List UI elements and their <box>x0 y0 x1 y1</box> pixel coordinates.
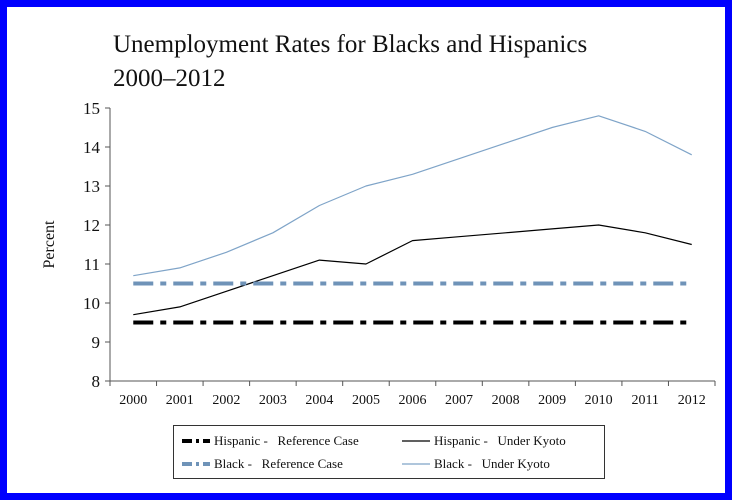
x-tick-label: 2008 <box>492 393 520 408</box>
x-tick-label: 2009 <box>538 393 566 408</box>
legend-swatch <box>402 463 430 465</box>
legend-swatch <box>182 439 210 443</box>
x-tick-label: 2011 <box>631 393 658 408</box>
legend-label: Hispanic - Under Kyoto <box>434 433 566 448</box>
chart-legend: Hispanic - Reference Case Hispanic - Unde… <box>173 425 605 479</box>
y-tick-label: 15 <box>83 99 100 118</box>
chart-subtitle: 2000–2012 <box>113 65 226 92</box>
legend-swatch <box>402 440 430 442</box>
y-tick-label: 10 <box>83 294 100 313</box>
series-line-3 <box>133 115 693 277</box>
x-tick-label: 2005 <box>352 393 380 408</box>
x-tick-label: 2012 <box>678 393 706 408</box>
line-chart: 8 9 10 11 12 13 14 15 2000 2001 2002 2003 2004 2005 20… <box>41 99 716 408</box>
y-tick-label: 11 <box>84 255 100 274</box>
x-tick-label: 2010 <box>585 393 613 408</box>
x-tick-label: 2004 <box>305 393 333 408</box>
legend-item: Black - Reference Case <box>182 456 343 472</box>
legend-item: Black - Under Kyoto <box>402 456 550 472</box>
y-tick-label: 12 <box>83 216 100 235</box>
legend-item: Hispanic - Under Kyoto <box>402 433 566 449</box>
y-tick-label: 13 <box>83 177 100 196</box>
y-axis-label: Percent <box>41 220 58 269</box>
x-tick-label: 2002 <box>212 393 240 408</box>
x-tick-label: 2006 <box>399 393 427 408</box>
y-tick-label: 14 <box>83 138 101 157</box>
x-tick-label: 2007 <box>445 393 473 408</box>
series-line-1 <box>133 224 692 316</box>
chart-title: Unemployment Rates for Blacks and Hispan… <box>113 31 588 58</box>
legend-label: Hispanic - Reference Case <box>214 433 359 448</box>
legend-label: Black - Reference Case <box>214 456 343 471</box>
x-tick-label: 2000 <box>119 393 147 408</box>
y-tick-label: 9 <box>92 333 101 352</box>
legend-item: Hispanic - Reference Case <box>182 433 359 449</box>
x-tick-label: 2001 <box>166 393 194 408</box>
x-tick-label: 2003 <box>259 393 287 408</box>
legend-label: Black - Under Kyoto <box>434 456 550 471</box>
legend-swatch <box>182 462 210 466</box>
y-tick-label: 8 <box>92 372 101 391</box>
chart-frame: Unemployment Rates for Blacks and Hispan… <box>7 7 725 493</box>
